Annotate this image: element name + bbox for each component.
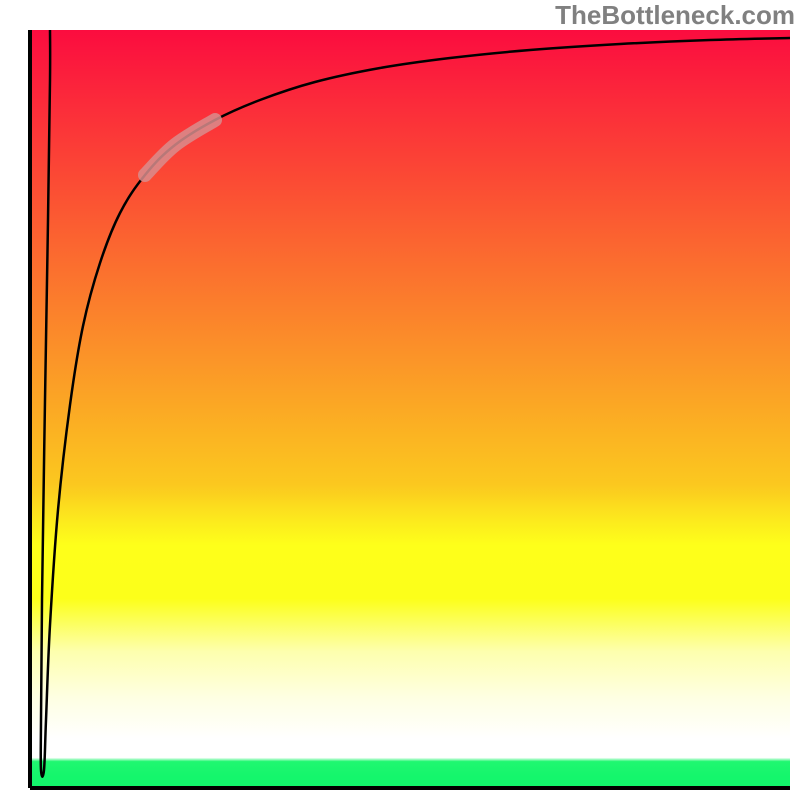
bottleneck-chart xyxy=(0,0,800,800)
chart-background xyxy=(30,30,790,788)
watermark-label: TheBottleneck.com xyxy=(555,0,795,31)
